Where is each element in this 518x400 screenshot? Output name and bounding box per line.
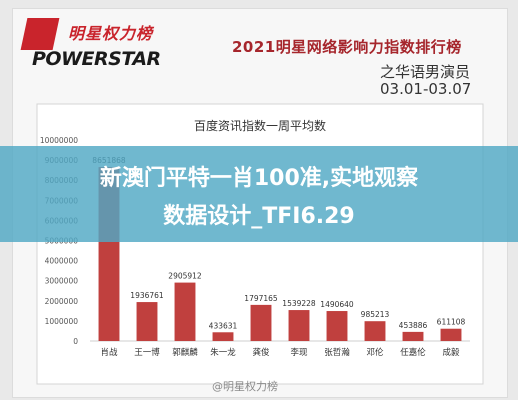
y-tick-label: 10000000 <box>40 136 78 145</box>
bar-李现 <box>288 310 310 341</box>
bar-value-label: 2905912 <box>168 272 202 281</box>
bar-龚俊 <box>250 304 272 341</box>
bar-value-label: 985213 <box>361 310 390 319</box>
x-tick-label: 邓伦 <box>366 347 384 358</box>
headline-banner: 新澳门平特一肖100准,实地观察 数据设计_TFI6.29 <box>0 146 518 242</box>
watermark: @明星权力榜 <box>212 380 278 393</box>
bar-任嘉伦 <box>402 331 424 341</box>
bar-value-label: 1539228 <box>282 299 316 308</box>
powerstar-logo: 明星权力榜 POWERSTAR <box>20 16 184 76</box>
ranking-title: 2021明星网络影响力指数排行榜 <box>232 38 462 56</box>
x-tick-label: 任嘉伦 <box>400 347 426 358</box>
y-tick-label: 3000000 <box>45 277 79 286</box>
bar-value-label: 1797165 <box>244 294 278 303</box>
x-tick-label: 郭麒麟 <box>172 347 198 358</box>
bar-郭麒麟 <box>174 282 196 341</box>
bar-成毅 <box>440 328 462 341</box>
y-tick-label: 4000000 <box>45 257 79 266</box>
y-tick-label: 2000000 <box>45 297 79 306</box>
headline-line-1: 新澳门平特一肖100准,实地观察 <box>99 166 419 191</box>
x-tick-label: 王一博 <box>134 347 160 358</box>
logo-cn-text: 明星权力榜 <box>68 24 154 43</box>
y-tick-label: 0 <box>73 337 78 346</box>
x-tick-label: 李现 <box>290 347 308 358</box>
x-tick-label: 成毅 <box>442 347 460 358</box>
bar-邓伦 <box>364 321 386 341</box>
y-tick-label: 1000000 <box>45 317 79 326</box>
x-tick-label: 肖战 <box>100 347 118 358</box>
bar-朱一龙 <box>212 332 234 341</box>
bar-王一博 <box>136 302 158 341</box>
logo-en-text: POWERSTAR <box>32 48 161 70</box>
x-tick-label: 张哲瀚 <box>324 347 350 358</box>
bar-value-label: 433631 <box>209 321 238 330</box>
headline-line-2: 数据设计_TFI6.29 <box>163 204 355 229</box>
ranking-subtitle: 之华语男演员 <box>380 63 471 81</box>
bar-value-label: 453886 <box>399 321 428 330</box>
bar-value-label: 1490640 <box>320 300 354 309</box>
x-tick-label: 朱一龙 <box>210 347 236 358</box>
x-tick-label: 龚俊 <box>252 347 270 358</box>
bar-张哲瀚 <box>326 311 348 341</box>
date-range: 03.01-03.07 <box>380 80 472 98</box>
bar-value-label: 611108 <box>437 318 466 327</box>
bar-value-label: 1936761 <box>130 291 164 300</box>
chart-title: 百度资讯指数一周平均数 <box>194 118 326 133</box>
